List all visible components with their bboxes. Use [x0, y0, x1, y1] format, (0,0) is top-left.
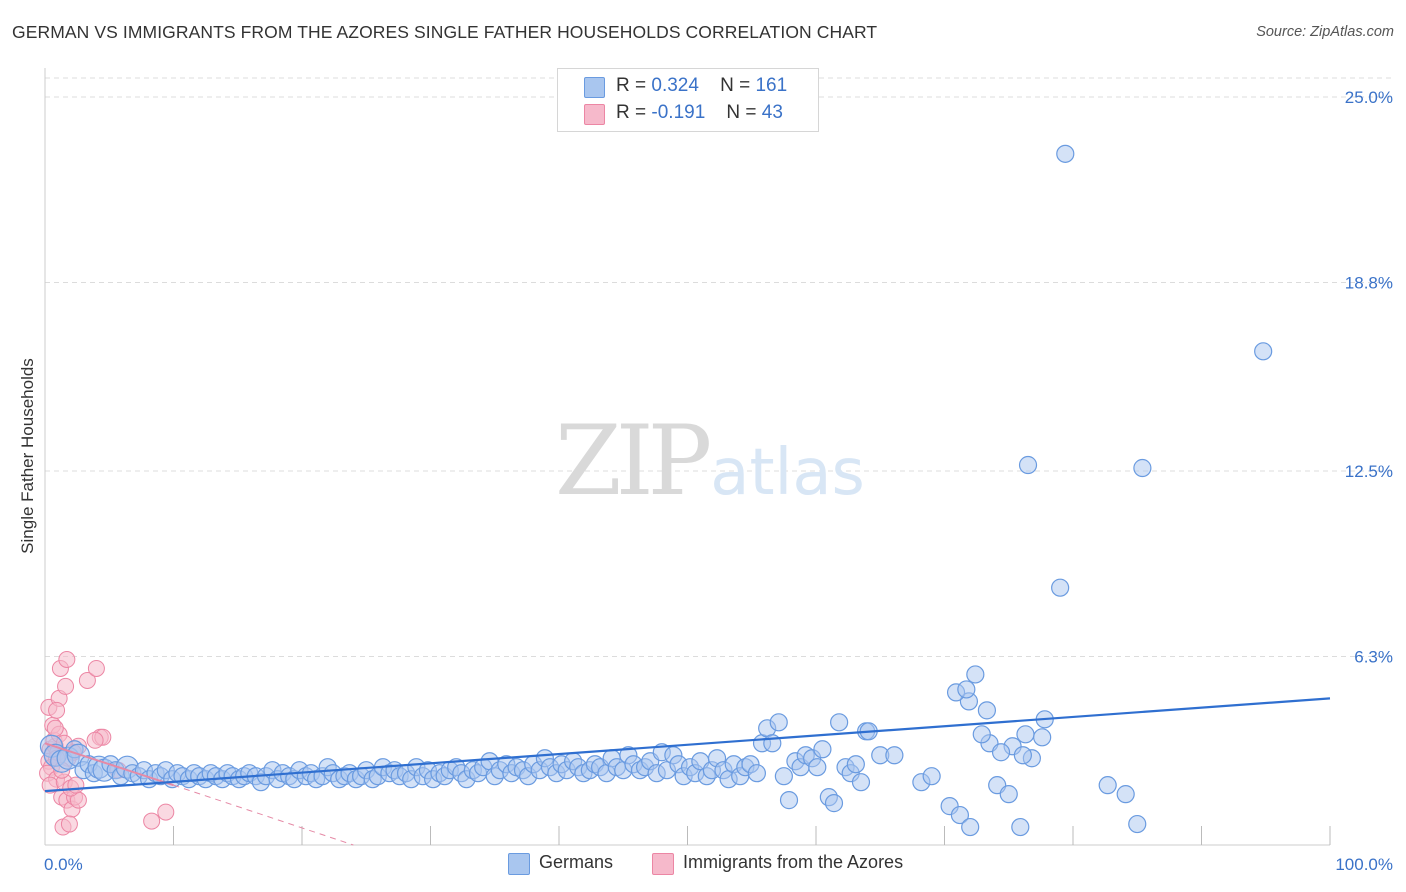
azores-point — [48, 701, 66, 719]
german-point — [1018, 455, 1038, 475]
y-tick-label: 25.0% — [1345, 88, 1393, 107]
german-point — [774, 767, 793, 786]
azores-point — [58, 650, 76, 668]
german-point — [1056, 144, 1075, 163]
azores-point — [87, 659, 105, 677]
german-point — [991, 743, 1011, 762]
german-point — [779, 791, 799, 810]
german-trend-line — [44, 697, 1331, 793]
legend-germans-label: Germans — [539, 852, 614, 872]
german-point — [1013, 746, 1032, 765]
germans-r-label: R = — [616, 75, 647, 96]
german-point — [966, 665, 985, 684]
german-point — [1011, 817, 1030, 837]
german-point — [1016, 725, 1035, 744]
german-point — [813, 740, 832, 759]
german-point — [851, 773, 871, 792]
german-point — [1098, 776, 1117, 795]
legend-azores-label: Immigrants from the Azores — [683, 852, 904, 872]
german-point — [957, 680, 976, 699]
legend-germans-swatch — [508, 853, 530, 875]
german-point — [972, 725, 991, 744]
azores-point — [67, 776, 85, 794]
y-tick-label: 18.8% — [1345, 274, 1393, 293]
azores-point — [157, 803, 175, 821]
azores-trend-extension — [173, 784, 354, 846]
german-point — [747, 764, 766, 783]
german-point — [1116, 785, 1135, 804]
source-label: Source: ZipAtlas.com — [1256, 24, 1394, 40]
german-point — [824, 794, 844, 813]
german-point — [846, 755, 865, 774]
german-point — [922, 767, 941, 786]
germans-swatch — [584, 77, 605, 98]
legend-azores-swatch — [652, 853, 674, 875]
y-axis-label: Single Father Households — [18, 358, 37, 554]
azores-point — [143, 812, 161, 830]
y-tick-label: 6.3% — [1354, 648, 1393, 667]
germans-n-label: N = — [720, 75, 751, 96]
azores-point — [46, 719, 64, 737]
chart-title: GERMAN VS IMMIGRANTS FROM THE AZORES SIN… — [12, 22, 878, 42]
german-point — [808, 758, 827, 777]
azores-n-value: 43 — [761, 102, 783, 123]
y-tick-label: 12.5% — [1345, 462, 1393, 481]
azores-n-label: N = — [726, 102, 757, 123]
german-point — [885, 746, 904, 765]
german-point — [769, 713, 788, 732]
azores-point — [60, 815, 78, 833]
german-point — [1051, 578, 1070, 597]
germans-r-value: 0.324 — [651, 75, 699, 96]
azores-r-value: -0.191 — [651, 102, 706, 123]
azores-point — [78, 671, 96, 689]
x-tick-label: 0.0% — [44, 855, 83, 874]
germans-n-value: 161 — [755, 75, 788, 96]
german-point — [1128, 814, 1147, 834]
german-point — [1033, 728, 1052, 747]
german-point — [977, 701, 997, 720]
azores-trend-line — [44, 742, 174, 787]
stats-legend: R = 0.324 N = 161 R = -0.191 N = 43 — [557, 68, 819, 132]
german-point — [961, 817, 980, 837]
azores-r-label: R = — [616, 102, 647, 123]
german-point — [1133, 458, 1152, 478]
german-point — [950, 805, 970, 825]
german-point — [1254, 342, 1273, 361]
german-point — [999, 785, 1018, 804]
azores-point — [57, 677, 75, 695]
azores-swatch — [584, 104, 605, 125]
azores-point — [86, 731, 104, 749]
german-point — [830, 713, 849, 732]
x-tick-label: 100.0% — [1335, 855, 1393, 874]
